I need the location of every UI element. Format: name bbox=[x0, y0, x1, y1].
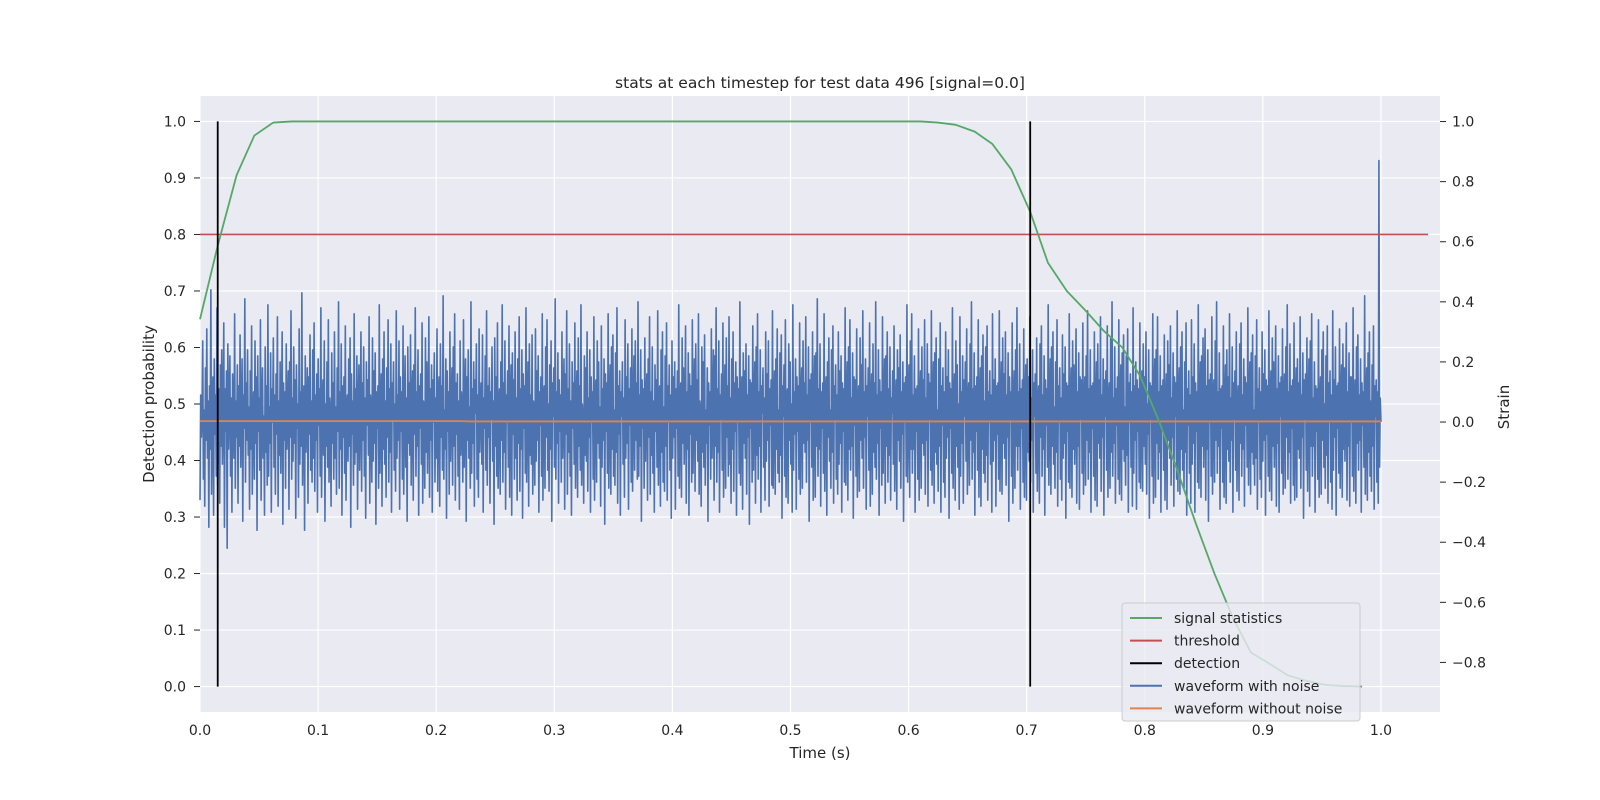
y2-tick-label: 0.0 bbox=[1452, 415, 1474, 431]
x-tick-label: 0.4 bbox=[661, 723, 683, 739]
y-tick-label: 0.6 bbox=[164, 340, 186, 356]
series-waveform-with-noise bbox=[199, 159, 1382, 550]
x-tick-label: 0.0 bbox=[189, 723, 211, 739]
legend-label: signal statistics bbox=[1174, 611, 1282, 627]
x-tick-label: 0.2 bbox=[425, 723, 447, 739]
y-tick-label: 0.9 bbox=[164, 171, 186, 187]
y2-tick-label: −0.2 bbox=[1452, 475, 1486, 491]
y-tick-label: 0.8 bbox=[164, 227, 186, 243]
y-tick-label: 0.2 bbox=[164, 567, 186, 583]
legend: signal statistics threshold detection wavef… bbox=[1121, 602, 1361, 722]
x-tick-label: 0.3 bbox=[543, 723, 565, 739]
y2-tick-label: 1.0 bbox=[1452, 115, 1474, 131]
x-tick-label: 0.7 bbox=[1016, 723, 1038, 739]
x-tick-label: 0.5 bbox=[779, 723, 801, 739]
legend-label: waveform with noise bbox=[1174, 679, 1319, 695]
y-tick-label: 0.7 bbox=[164, 284, 186, 300]
legend-label: waveform without noise bbox=[1174, 701, 1342, 717]
y2-tick-label: 0.8 bbox=[1452, 175, 1474, 191]
legend-items: signal statistics threshold detection wavef… bbox=[1130, 611, 1342, 717]
y2-tick-label: 0.6 bbox=[1452, 235, 1474, 251]
legend-item-waveform-with-noise: waveform with noise bbox=[1130, 679, 1319, 695]
y-axis-label: Detection probability bbox=[140, 325, 158, 483]
legend-label: threshold bbox=[1174, 634, 1240, 650]
x-axis-label: Time (s) bbox=[789, 744, 851, 762]
x-tick-label: 0.1 bbox=[307, 723, 329, 739]
y2-tick-label: 0.4 bbox=[1452, 295, 1474, 311]
x-tick-label: 0.9 bbox=[1252, 723, 1274, 739]
y2-tick-label: −0.8 bbox=[1452, 655, 1486, 671]
y-tick-label: 0.3 bbox=[164, 510, 186, 526]
y-tick-label: 0.1 bbox=[164, 623, 186, 639]
legend-box bbox=[1121, 602, 1361, 722]
y2-tick-label: 0.2 bbox=[1452, 355, 1474, 371]
tick-labels: 0.0 0.1 0.2 0.3 0.4 0.5 0.6 0.7 0.8 0.9 1.0 0.0 0.1 0… bbox=[164, 114, 1486, 739]
y2-tick-label: −0.4 bbox=[1452, 535, 1486, 551]
y2-axis-label: Strain bbox=[1495, 385, 1513, 429]
y2-tick-label: −0.6 bbox=[1452, 595, 1486, 611]
legend-item-signal-statistics: signal statistics bbox=[1130, 611, 1282, 627]
legend-label: detection bbox=[1174, 656, 1240, 672]
y-tick-label: 0.0 bbox=[164, 680, 186, 696]
y-tick-label: 1.0 bbox=[164, 114, 186, 130]
x-tick-label: 1.0 bbox=[1370, 723, 1392, 739]
x-tick-label: 0.8 bbox=[1134, 723, 1156, 739]
legend-item-threshold: threshold bbox=[1130, 634, 1240, 650]
x-tick-label: 0.6 bbox=[897, 723, 919, 739]
y-tick-label: 0.4 bbox=[164, 454, 186, 470]
y-tick-label: 0.5 bbox=[164, 397, 186, 413]
chart-title: stats at each timestep for test data 496… bbox=[615, 74, 1025, 92]
legend-item-waveform-without-noise: waveform without noise bbox=[1130, 701, 1342, 717]
legend-item-detection: detection bbox=[1130, 656, 1240, 672]
